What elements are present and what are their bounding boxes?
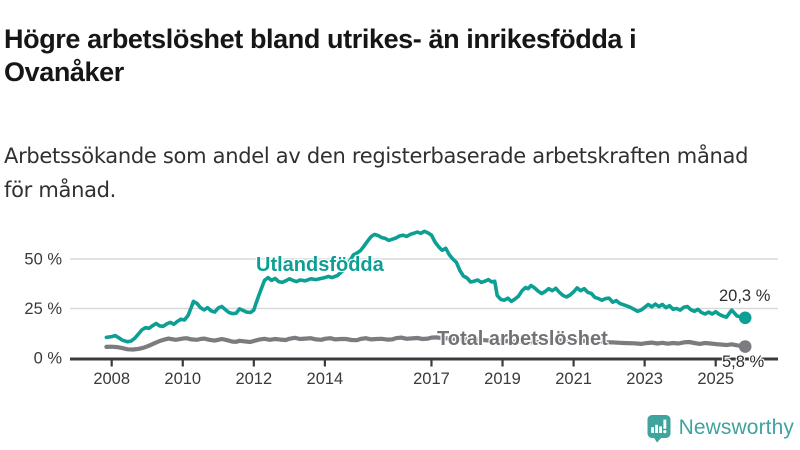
newsworthy-logo[interactable]: Newsworthy (647, 413, 794, 443)
series-label-total-arbetsloshet: Total arbetslöshet (437, 328, 608, 350)
x-axis-tick-label: 2023 (626, 370, 663, 388)
newsworthy-logo-icon (647, 414, 671, 442)
x-axis-tick-label: 2012 (235, 370, 272, 388)
x-axis-tick-label: 2010 (164, 370, 201, 388)
y-axis-tick-label: 25 % (24, 300, 62, 318)
chart-subtitle: Arbetssökande som andel av den registerb… (4, 144, 749, 202)
end-value-total: 5,8 % (722, 353, 765, 371)
newsworthy-logo-text: Newsworthy (678, 416, 794, 439)
x-axis-tick-label: 2017 (413, 370, 450, 388)
series-line-0 (104, 229, 747, 344)
series-end-dot-1 (738, 340, 752, 353)
x-axis-tick-label: 2014 (307, 370, 344, 388)
series-label-utlandsfodda: Utlandsfödda (256, 254, 384, 276)
y-axis-tick-label: 0 % (34, 350, 63, 368)
x-axis-tick-label: 2021 (555, 370, 592, 388)
x-axis-tick-label: 2008 (93, 370, 130, 388)
series-line-1 (104, 335, 748, 352)
y-axis-tick-label: 50 % (24, 251, 62, 269)
end-value-utlandsfodda: 20,3 % (719, 287, 771, 305)
x-axis-tick-label: 2025 (697, 370, 734, 388)
page-title: Högre arbetslöshet bland utrikes- än inr… (4, 24, 637, 88)
series-end-dot-0 (738, 311, 752, 325)
x-axis-tick-label: 2019 (484, 370, 521, 388)
